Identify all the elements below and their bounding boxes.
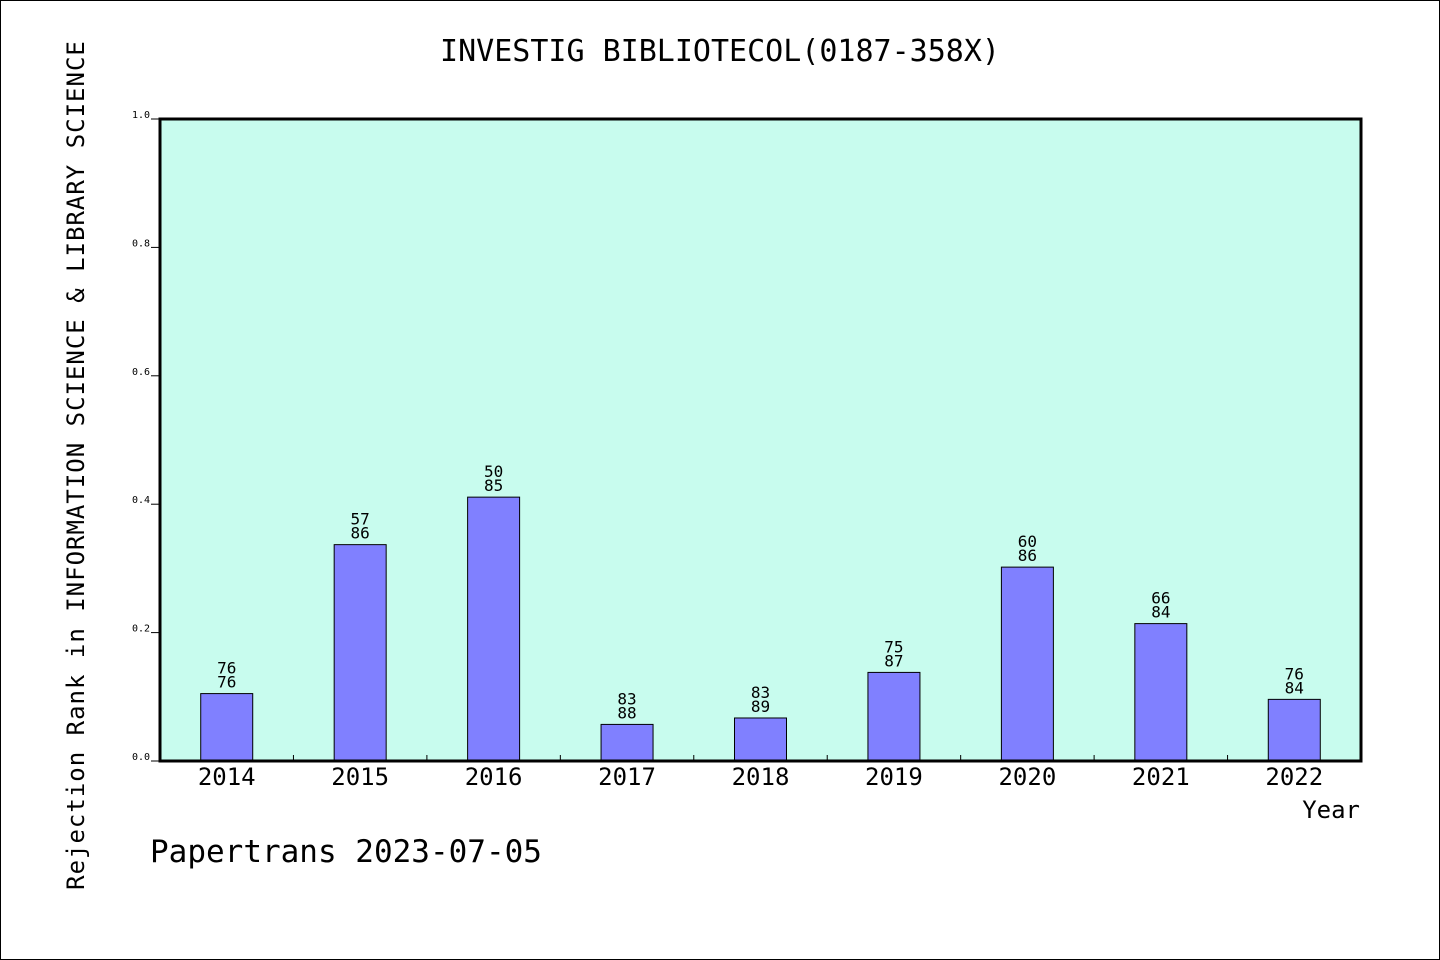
x-tick-label-2015: 2015 xyxy=(331,763,389,791)
x-tick-label-2014: 2014 xyxy=(198,763,256,791)
bar-label-bottom-2018: 89 xyxy=(751,697,770,716)
y-tick-label-1.0: 1.0 xyxy=(132,110,150,121)
bar-label-bottom-2017: 88 xyxy=(617,703,636,722)
y-tick-label-0.8: 0.8 xyxy=(132,238,150,249)
bar-2014 xyxy=(200,693,254,762)
x-tick-label-2016: 2016 xyxy=(465,763,523,791)
x-tick-label-2018: 2018 xyxy=(732,763,790,791)
bar-label-bottom-2016: 85 xyxy=(484,476,503,495)
bar-2018 xyxy=(734,717,787,762)
bar-label-top-2021: 66 xyxy=(1151,589,1170,608)
bar-label-bottom-2022: 84 xyxy=(1285,678,1304,697)
bar-label-top-2016: 50 xyxy=(484,462,503,481)
x-tick-label-2020: 2020 xyxy=(998,763,1056,791)
x-tick-label-2019: 2019 xyxy=(865,763,923,791)
y-tick-label-0.0: 0.0 xyxy=(132,752,150,763)
bar-2015 xyxy=(333,544,387,762)
x-tick-label-2022: 2022 xyxy=(1265,763,1323,791)
y-tick-label-0.2: 0.2 xyxy=(132,624,150,635)
y-tick-label-0.4: 0.4 xyxy=(132,495,150,506)
bar-label-bottom-2014: 76 xyxy=(217,673,236,692)
bar-label-top-2019: 75 xyxy=(884,637,903,656)
bars-layer xyxy=(200,496,1321,762)
x-tick-label-2021: 2021 xyxy=(1132,763,1190,791)
plot-border xyxy=(158,117,1363,763)
bar-2021 xyxy=(1134,623,1188,762)
bar-label-bottom-2015: 86 xyxy=(351,524,370,543)
footer-note: Papertrans 2023-07-05 xyxy=(150,834,542,870)
bar-label-top-2015: 57 xyxy=(351,510,370,529)
bar-label-top-2022: 76 xyxy=(1285,664,1304,683)
bar-2019 xyxy=(867,671,921,762)
bar-2017 xyxy=(600,723,654,762)
chart-title: INVESTIG BIBLIOTECOL(0187-358X) xyxy=(440,34,1000,69)
x-axis-label: Year xyxy=(1302,796,1360,824)
ticks-layer: 2014 2015 2016 2017 2018 2019 2020 2021 2022 0.0 0… xyxy=(132,110,1323,791)
y-tick-label-0.6: 0.6 xyxy=(132,367,150,378)
bar-2020 xyxy=(1000,566,1054,762)
bar-label-bottom-2019: 87 xyxy=(884,651,903,670)
bar-label-bottom-2020: 86 xyxy=(1018,546,1037,565)
bar-label-top-2014: 76 xyxy=(217,659,236,678)
bar-label-top-2018: 83 xyxy=(751,683,770,702)
bar-label-bottom-2021: 84 xyxy=(1151,603,1170,622)
bar-label-top-2017: 83 xyxy=(617,689,636,708)
bar-label-top-2020: 60 xyxy=(1018,532,1037,551)
bar-2016 xyxy=(467,496,521,762)
bar-2022 xyxy=(1267,698,1321,762)
x-tick-label-2017: 2017 xyxy=(598,763,656,791)
